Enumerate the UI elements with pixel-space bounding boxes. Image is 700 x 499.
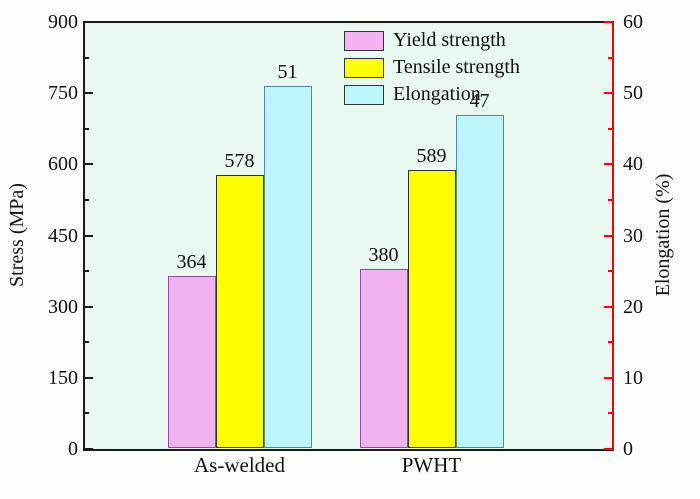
left-axis-tick: [84, 376, 93, 379]
left-axis-tick-label: 750: [48, 82, 78, 105]
left-axis-tick: [84, 21, 93, 23]
right-axis-tick: [608, 412, 613, 415]
legend-item-tensile-strength: Tensile strength: [344, 56, 520, 79]
right-axis-tick: [608, 198, 613, 201]
left-axis-tick-label: 300: [48, 295, 78, 318]
bar-value-label: 51: [277, 61, 298, 84]
bar-value-label: 380: [368, 243, 399, 266]
legend-item-elongation: Elongation: [344, 83, 481, 106]
left-axis-tick-label: 600: [48, 153, 78, 176]
bar-value-label: 589: [416, 144, 447, 167]
left-axis-tick: [84, 234, 93, 237]
bar-value-label: 364: [176, 251, 207, 274]
legend-label-elongation: Elongation: [393, 83, 481, 105]
left-axis-tick-label: 900: [48, 11, 78, 33]
legend-item-yield-strength: Yield strength: [344, 29, 506, 52]
right-axis-tick-label: 20: [623, 295, 643, 318]
bar-tensile-strength-as-welded: [215, 174, 264, 448]
x-axis-category-label: As-welded: [194, 453, 285, 477]
legend-label-yield-strength: Yield strength: [393, 29, 506, 51]
legend-swatch-yield-strength: [344, 30, 384, 51]
right-axis-tick-label: 0: [623, 438, 633, 460]
legend-swatch-elongation: [344, 84, 384, 105]
x-axis-category-label: PWHT: [401, 453, 462, 477]
right-axis-tick: [608, 341, 613, 344]
bar-tensile-strength-pwht: [407, 169, 456, 448]
bar-yield-strength-pwht: [359, 268, 408, 448]
bar-value-label: 578: [224, 149, 255, 172]
left-axis-tick: [84, 412, 89, 415]
left-axis-tick: [84, 92, 93, 95]
bar-value-label: 47: [469, 89, 490, 112]
bar-elongation-as-welded: [263, 86, 312, 448]
left-axis-tick: [84, 56, 89, 59]
right-axis-tick-label: 10: [623, 366, 643, 389]
right-axis-tick-label: 60: [623, 11, 643, 33]
right-axis-tick: [608, 56, 613, 59]
right-axis-tick: [604, 448, 613, 450]
right-axis-tick-label: 40: [623, 153, 643, 176]
left-axis-tick-label: 0: [68, 438, 78, 460]
left-axis-tick-label: 150: [48, 366, 78, 389]
left-axis-tick: [84, 305, 93, 308]
right-axis-tick: [608, 270, 613, 273]
right-axis-tick-label: 50: [623, 82, 643, 105]
right-axis-tick: [604, 376, 613, 379]
left-axis-tick-label: 450: [48, 224, 78, 247]
right-axis-tick-label: 30: [623, 224, 643, 247]
left-axis-tick: [84, 270, 89, 273]
right-axis-tick: [604, 92, 613, 95]
legend-swatch-tensile-strength: [344, 57, 384, 78]
legend-label-tensile-strength: Tensile strength: [393, 56, 520, 78]
right-axis-tick: [604, 234, 613, 237]
left-axis-tick: [84, 448, 93, 450]
left-axis-tick: [84, 341, 89, 344]
right-axis-tick: [608, 127, 613, 130]
bar-elongation-pwht: [455, 114, 504, 448]
left-axis-tick: [84, 163, 93, 166]
right-axis-tick: [604, 21, 613, 23]
left-axis-tick: [84, 198, 89, 201]
bar-yield-strength-as-welded: [167, 276, 216, 448]
right-axis-tick: [604, 305, 613, 308]
right-axis-tick: [604, 163, 613, 166]
left-axis-tick: [84, 127, 89, 130]
